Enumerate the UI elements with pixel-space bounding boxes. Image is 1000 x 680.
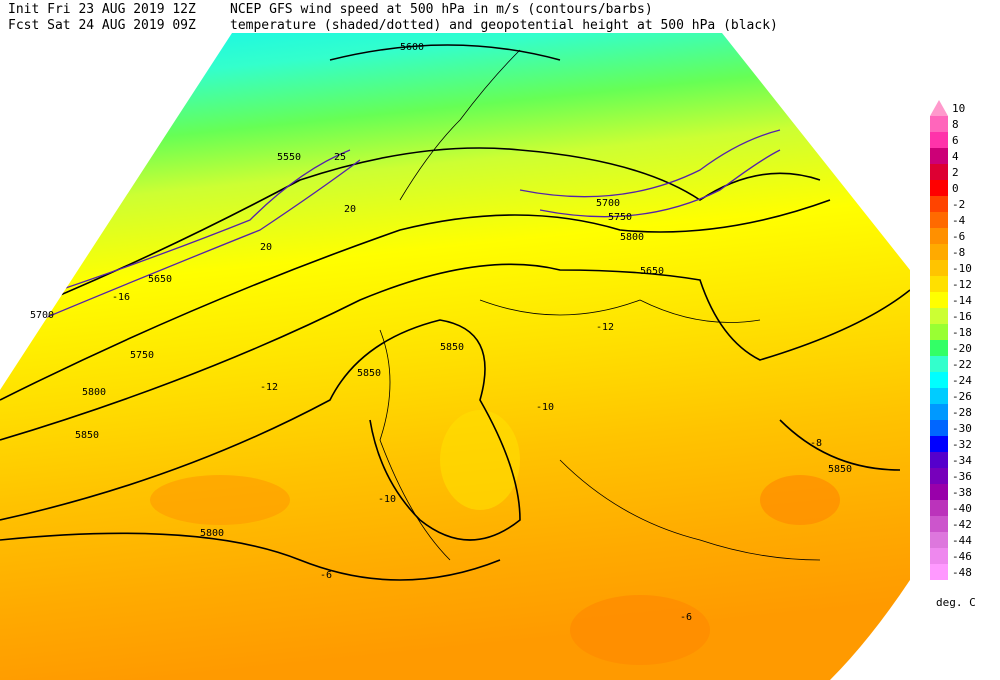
colorbar-label: -22 — [952, 358, 972, 371]
colorbar-label: -26 — [952, 390, 972, 403]
contour-label: -16 — [112, 292, 130, 303]
colorbar-label: -2 — [952, 198, 965, 211]
colorbar-swatch — [930, 484, 948, 500]
colorbar-swatch — [930, 132, 948, 148]
contour-label: 5800 — [620, 232, 644, 243]
colorbar-unit: deg. C — [936, 596, 976, 609]
colorbar-swatch — [930, 308, 948, 324]
colorbar-swatch — [930, 196, 948, 212]
contour-label: 20 — [344, 204, 356, 215]
colorbar-swatch — [930, 164, 948, 180]
colorbar-swatch — [930, 116, 948, 132]
colorbar-label: -34 — [952, 454, 972, 467]
colorbar-swatch — [930, 260, 948, 276]
contour-label: 5700 — [596, 198, 620, 209]
contour-label: 5850 — [357, 368, 381, 379]
colorbar-label: -10 — [952, 262, 972, 275]
colorbar-swatch — [930, 500, 948, 516]
header-line: temperature (shaded/dotted) and geopoten… — [230, 18, 778, 33]
colorbar-swatch — [930, 532, 948, 548]
contour-label: 5550 — [277, 152, 301, 163]
contour-label: 25 — [334, 152, 346, 163]
colorbar-swatch — [930, 148, 948, 164]
colorbar-swatch — [930, 388, 948, 404]
colorbar-label: -40 — [952, 502, 972, 515]
contour-label: 5700 — [30, 310, 54, 321]
contour-label: -6 — [320, 570, 332, 581]
colorbar-label: 6 — [952, 134, 959, 147]
colorbar-label: -8 — [952, 246, 965, 259]
contour-label: -6 — [680, 612, 692, 623]
colorbar-swatch — [930, 468, 948, 484]
contour-label: 5850 — [440, 342, 464, 353]
colorbar-swatch — [930, 276, 948, 292]
colorbar-label: -48 — [952, 566, 972, 579]
colorbar-swatch — [930, 548, 948, 564]
colorbar-swatch — [930, 100, 948, 116]
colorbar-swatch — [930, 564, 948, 580]
contour-label: -12 — [596, 322, 614, 333]
colorbar-label: -12 — [952, 278, 972, 291]
colorbar-label: -46 — [952, 550, 972, 563]
header-line: NCEP GFS wind speed at 500 hPa in m/s (c… — [230, 2, 653, 17]
colorbar-swatch — [930, 436, 948, 452]
colorbar-label: -42 — [952, 518, 972, 531]
colorbar-swatch — [930, 356, 948, 372]
colorbar-label: 10 — [952, 102, 965, 115]
contour-label: -8 — [810, 438, 822, 449]
init-time: Init Fri 23 AUG 2019 12Z — [8, 2, 196, 17]
colorbar-label: -36 — [952, 470, 972, 483]
colorbar-label: -18 — [952, 326, 972, 339]
colorbar-label: -44 — [952, 534, 972, 547]
colorbar-swatch — [930, 180, 948, 196]
colorbar-swatch — [930, 244, 948, 260]
colorbar-label: -14 — [952, 294, 972, 307]
contour-label: 5650 — [640, 266, 664, 277]
colorbar-label: 0 — [952, 182, 959, 195]
colorbar-label: 2 — [952, 166, 959, 179]
contour-label: 5600 — [400, 42, 424, 53]
colorbar-swatch — [930, 372, 948, 388]
colorbar-label: -30 — [952, 422, 972, 435]
colorbar-label: -32 — [952, 438, 972, 451]
colorbar-label: -28 — [952, 406, 972, 419]
colorbar-swatch — [930, 324, 948, 340]
colorbar-label: 4 — [952, 150, 959, 163]
contour-label: -10 — [378, 494, 396, 505]
contour-label: 5850 — [75, 430, 99, 441]
forecast-time: Fcst Sat 24 AUG 2019 09Z — [8, 18, 196, 33]
colorbar-swatch — [930, 292, 948, 308]
colorbar-label: -4 — [952, 214, 966, 227]
colorbar-label: -24 — [952, 374, 972, 387]
colorbar-label: -38 — [952, 486, 972, 499]
contour-label: 5750 — [608, 212, 632, 223]
contour-label: 5800 — [82, 387, 106, 398]
colorbar-label: -16 — [952, 310, 972, 323]
contour-label: 5750 — [130, 350, 154, 361]
colorbar-swatch — [930, 340, 948, 356]
colorbar-label: 8 — [952, 118, 959, 131]
colorbar-swatch — [930, 228, 948, 244]
colorbar-label: -20 — [952, 342, 972, 355]
contour-label: -12 — [260, 382, 278, 393]
colorbar-swatch — [930, 212, 948, 228]
contour-label: 5650 — [148, 274, 172, 285]
colorbar-swatch — [930, 516, 948, 532]
colorbar-swatch — [930, 420, 948, 436]
colorbar-swatch — [930, 452, 948, 468]
contour-label: 5850 — [828, 464, 852, 475]
contour-label: 5800 — [200, 528, 224, 539]
contour-label: -10 — [536, 402, 554, 413]
colorbar-swatch — [930, 404, 948, 420]
colorbar-label: -6 — [952, 230, 965, 243]
contour-label: 20 — [260, 242, 272, 253]
